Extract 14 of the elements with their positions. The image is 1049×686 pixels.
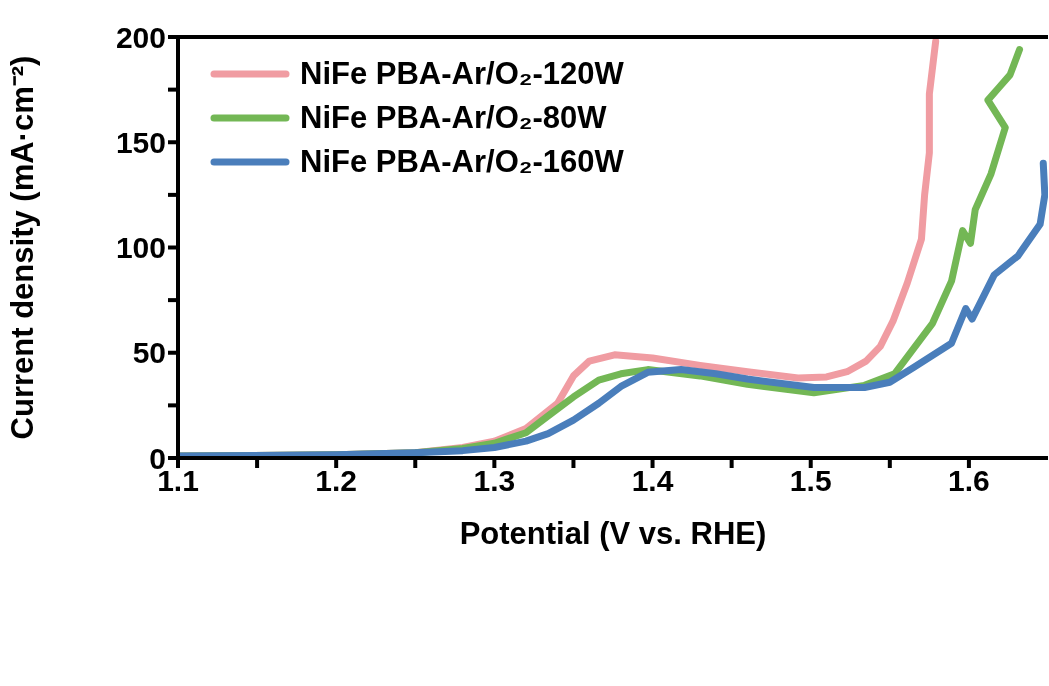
x-tick-label: 1.6 (948, 464, 990, 498)
y-tick-label: 50 (132, 336, 166, 370)
y-tick-label: 150 (115, 125, 166, 159)
y-tick-label: 200 (115, 20, 166, 54)
x-tick-label: 1.5 (789, 464, 832, 498)
y-axis-title: Current density (mA·cm⁻²) (5, 55, 41, 440)
y-tick-label: 100 (115, 231, 166, 265)
legend-label: NiFe PBA-Ar/O₂-80W (300, 99, 607, 137)
x-axis-title: Potential (V vs. RHE) (459, 516, 767, 551)
x-tick-label: 1.2 (315, 464, 358, 498)
legend-label: NiFe PBA-Ar/O₂-120W (300, 55, 624, 93)
x-tick-label: 1.4 (631, 464, 674, 498)
x-tick-label: 1.3 (473, 464, 516, 498)
legend-label: NiFe PBA-Ar/O₂-160W (300, 143, 624, 181)
